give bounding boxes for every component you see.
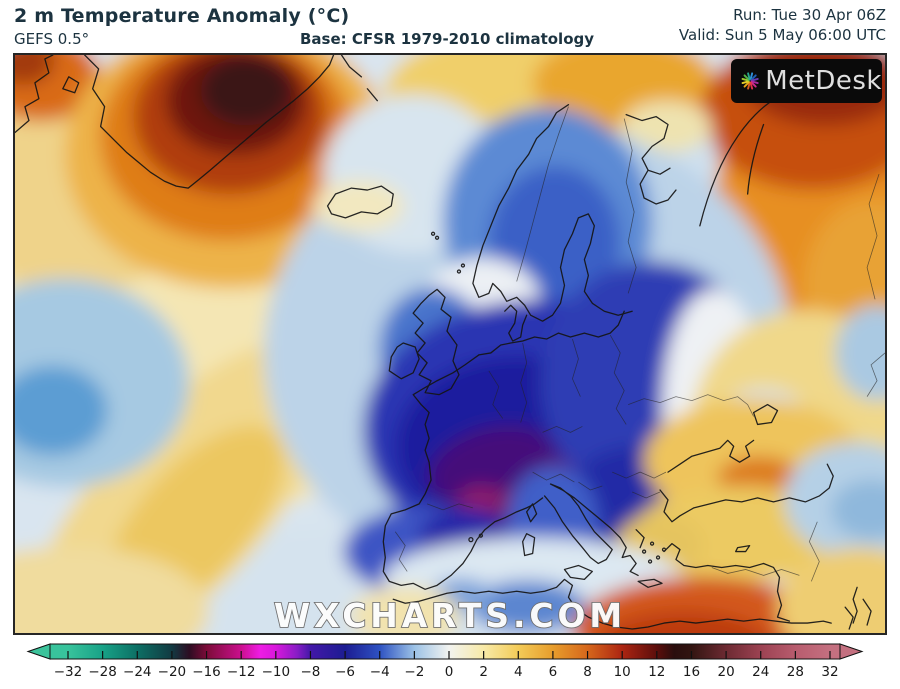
- watermark: WXCHARTS.COM: [274, 597, 626, 633]
- colorbar-tick-label: 24: [752, 664, 769, 680]
- colorbar-tick-label: 32: [821, 664, 838, 680]
- model-label: GEFS 0.5°: [14, 30, 90, 48]
- country-borders: [394, 106, 885, 582]
- base-climatology-label: Base: CFSR 1979-2010 climatology: [300, 30, 595, 48]
- colorbar-tick-label: −8: [301, 664, 321, 680]
- colorbar-tick-label: −16: [192, 664, 221, 680]
- colorbar-tick-label: −12: [227, 664, 256, 680]
- colorbar-tick-label: 8: [583, 664, 592, 680]
- colorbar-tick-label: −28: [88, 664, 117, 680]
- colorbar-tick-label: 20: [717, 664, 734, 680]
- colorbar-tick-label: 28: [787, 664, 804, 680]
- colorbar-tick-label: 12: [648, 664, 665, 680]
- colorbar-scale: −32 −28 −24 −20 −16 −12 −10 −8 −6 −4 −2 0 2 4 6 8 10 12 16…: [26, 643, 864, 680]
- colorbar-tick-label: 10: [614, 664, 631, 680]
- colorbar-tick-label: −2: [404, 664, 424, 680]
- run-time: Run: Tue 30 Apr 06Z: [733, 6, 886, 24]
- metdesk-starburst-icon: [741, 72, 759, 90]
- colorbar-tick-label: −10: [262, 664, 291, 680]
- metdesk-logo: MetDesk: [731, 59, 882, 103]
- colorbar-tick-label: −24: [123, 664, 152, 680]
- colorbar-tick-label: −20: [158, 664, 187, 680]
- temperature-anomaly-map: WXCHARTS.COM: [15, 55, 885, 633]
- valid-time: Valid: Sun 5 May 06:00 UTC: [678, 26, 886, 44]
- colorbar-tick-label: −32: [54, 664, 83, 680]
- colorbar-tick-label: −4: [370, 664, 390, 680]
- run-valid-info: Run: Tue 30 Apr 06Z Valid: Sun 5 May 06:…: [679, 5, 886, 45]
- colorbar-tick-label: −6: [335, 664, 355, 680]
- page-title: 2 m Temperature Anomaly (°C): [14, 5, 350, 27]
- colorbar-tick-label: 2: [479, 664, 488, 680]
- colorbar-tick-label: 16: [683, 664, 700, 680]
- colorbar: −32 −28 −24 −20 −16 −12 −10 −8 −6 −4 −2 0 2 4 6 8 10 12 16…: [0, 635, 900, 689]
- coastlines: [15, 55, 872, 630]
- metdesk-logo-text: MetDesk: [765, 66, 882, 96]
- colorbar-tick-label: 0: [445, 664, 454, 680]
- colorbar-tick-label: 6: [549, 664, 558, 680]
- anomaly-field: [15, 55, 885, 633]
- colorbar-tick-label: 4: [514, 664, 523, 680]
- map-area: WXCHARTS.COM MetDesk: [13, 53, 887, 635]
